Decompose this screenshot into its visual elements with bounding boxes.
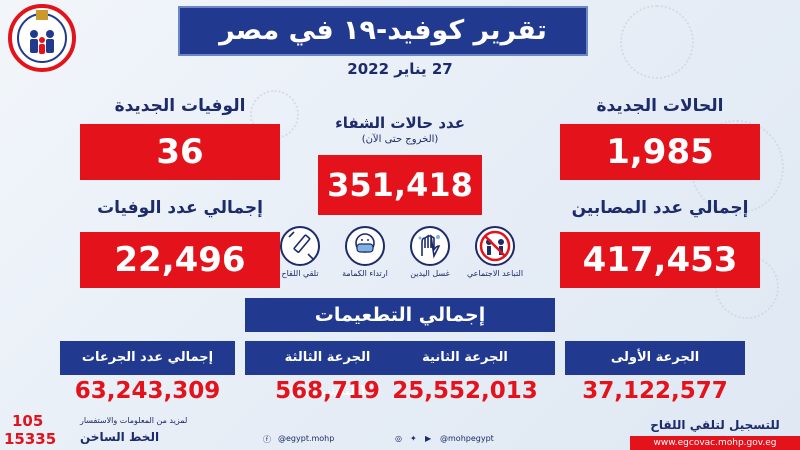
hotline-number: 105 [12, 412, 44, 430]
total-deaths-label: إجمالي عدد الوفيات [97, 198, 263, 218]
twitter-icon: ✦ [410, 434, 417, 443]
total-cases-label: إجمالي عدد المصابين [571, 198, 749, 218]
hotline-number: 15335 [4, 430, 57, 448]
precaution-label: ارتداء الكمامة [342, 269, 388, 278]
total-cases-value: 417,453 [560, 232, 760, 288]
register-url[interactable]: www.egcovac.mohp.gov.eg [630, 436, 800, 450]
report-date: 27 يناير 2022 [347, 60, 453, 78]
precaution-label: غسل اليدين [410, 269, 450, 278]
total-doses-value: 63,243,309 [74, 378, 221, 404]
hotline-text: الخط الساخن [80, 430, 160, 444]
register-label: للتسجيل لتلقي اللقاح [650, 418, 780, 432]
face-mask-icon [345, 226, 385, 266]
social-handle: @egypt.mohp [278, 434, 335, 443]
booster-dose-value: 568,719 [275, 378, 380, 404]
second-dose-value: 25,552,013 [392, 378, 538, 404]
precaution-label: التباعد الاجتماعي [466, 269, 524, 278]
social-distancing-icon [475, 226, 515, 266]
first-dose-value: 37,122,577 [582, 378, 728, 404]
total-deaths-value: 22,496 [80, 232, 280, 288]
hand-washing-icon [410, 226, 450, 266]
social-handle: @mohpegypt [440, 434, 494, 443]
instagram-icon: ◎ [395, 434, 402, 443]
total-doses-label: إجمالي عدد الجرعات [60, 341, 235, 375]
facebook-icon: ⓕ [263, 435, 271, 444]
page-title: تقرير كوفيد-١٩ في مصر [178, 6, 588, 56]
ministry-logo [8, 4, 76, 72]
recoveries-sublabel: (الخروج حتى الآن) [361, 134, 439, 145]
new-deaths-label: الوفيات الجديدة [114, 96, 246, 116]
vaccinations-header: إجمالي التطعيمات [245, 298, 555, 332]
new-cases-label: الحالات الجديدة [596, 96, 724, 116]
youtube-icon: ▶ [425, 434, 432, 443]
new-cases-value: 1,985 [560, 124, 760, 180]
recoveries-label: عدد حالات الشفاء [335, 114, 465, 132]
vaccine-icon [280, 226, 320, 266]
hotline-text: لمزيد من المعلومات والاستفسار [80, 416, 188, 425]
virus-decoration [620, 5, 694, 79]
first-dose-label: الجرعة الأولى [565, 341, 745, 375]
new-deaths-value: 36 [80, 124, 280, 180]
precaution-label: تلقي اللقاح [281, 269, 319, 278]
booster-dose-label: الجرعة الثالثة (التنشيطية) [245, 341, 410, 399]
recoveries-value: 351,418 [318, 155, 482, 215]
